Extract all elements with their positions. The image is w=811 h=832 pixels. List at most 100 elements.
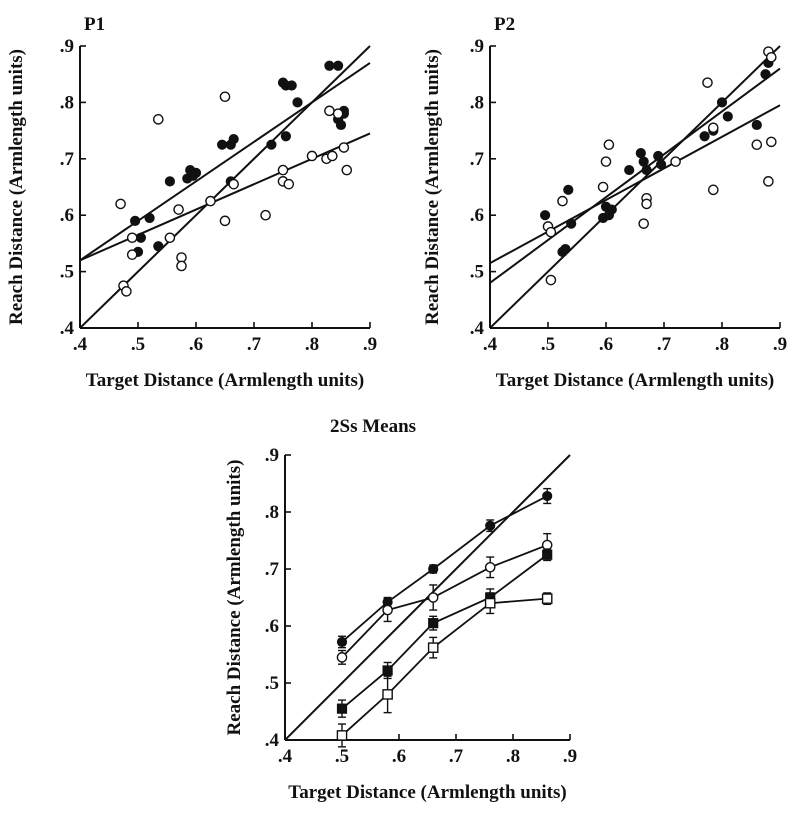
data-point xyxy=(603,139,615,150)
x-tick-label: .5 xyxy=(335,746,349,767)
chart-title: 2Ss Means xyxy=(330,416,416,437)
y-tick-label: .9 xyxy=(60,36,74,57)
data-point xyxy=(540,210,551,221)
y-tick-label: .4 xyxy=(470,318,485,339)
data-point xyxy=(708,184,719,196)
data-point xyxy=(563,184,574,195)
y-tick-label: .7 xyxy=(265,559,280,580)
x-tick-label: .6 xyxy=(599,334,613,355)
identity-line xyxy=(285,454,571,740)
x-tick-label: .7 xyxy=(247,334,262,355)
data-point xyxy=(382,689,393,700)
data-point xyxy=(635,148,646,159)
data-point xyxy=(708,122,719,134)
y-axis-label: Reach Distance (Armlength units) xyxy=(224,459,245,735)
data-point xyxy=(751,119,762,131)
series-open-square xyxy=(336,592,553,748)
data-point xyxy=(190,167,202,178)
data-point xyxy=(336,703,348,714)
data-point xyxy=(699,131,710,142)
y-tick-label: .5 xyxy=(60,262,74,283)
x-tick-label: .4 xyxy=(278,746,293,767)
identity-line xyxy=(80,45,371,328)
x-tick-label: .7 xyxy=(657,334,672,355)
data-point xyxy=(219,215,231,227)
data-point xyxy=(152,114,164,125)
y-tick-label: .6 xyxy=(60,205,74,226)
x-tick-label: .5 xyxy=(131,334,145,355)
y-tick-label: .8 xyxy=(470,92,484,113)
chart-p2: .4 .5 .6 .7 .8 .9 .4 .5 .6 .7 .8 .9 P2 Target Distanc… xyxy=(422,14,787,391)
data-point xyxy=(135,232,146,243)
data-point xyxy=(173,204,184,215)
y-tick-label: .6 xyxy=(265,616,279,637)
data-point xyxy=(280,131,291,142)
data-point xyxy=(217,139,228,150)
data-point xyxy=(277,164,289,176)
data-point xyxy=(164,176,175,187)
data-point xyxy=(228,133,239,145)
y-tick-label: .5 xyxy=(470,262,484,283)
data-point xyxy=(286,80,297,91)
y-tick-label: .8 xyxy=(60,92,74,113)
data-point xyxy=(542,549,553,560)
series-line xyxy=(341,495,548,643)
data-point xyxy=(130,215,141,226)
data-point xyxy=(653,150,664,162)
x-axis-label: Target Distance (Armlength units) xyxy=(496,370,774,391)
data-point xyxy=(766,136,777,148)
data-point xyxy=(566,218,577,229)
data-point xyxy=(428,618,439,629)
data-point xyxy=(751,139,763,150)
x-axis-label: Target Distance (Armlength units) xyxy=(86,370,364,391)
data-point xyxy=(336,730,348,741)
data-point xyxy=(324,105,335,117)
data-point xyxy=(541,593,553,604)
data-point xyxy=(427,592,439,603)
y-tick-label: .9 xyxy=(470,36,484,57)
y-tick-label: .5 xyxy=(265,673,279,694)
data-point xyxy=(638,218,650,229)
x-tick-label: .4 xyxy=(483,334,498,355)
regression-line xyxy=(490,104,781,265)
y-tick-label: .7 xyxy=(470,149,485,170)
data-point xyxy=(716,97,728,108)
data-point xyxy=(702,77,713,88)
data-point xyxy=(338,142,350,153)
data-point xyxy=(336,652,348,663)
data-point xyxy=(484,561,496,573)
data-point xyxy=(335,119,347,131)
data-point xyxy=(219,91,231,103)
regression-line xyxy=(80,132,371,262)
y-tick-label: .9 xyxy=(265,445,279,466)
data-point xyxy=(484,597,496,609)
data-point xyxy=(641,198,652,210)
data-point xyxy=(176,260,187,272)
x-axis-label: Target Distance (Armlength units) xyxy=(288,782,566,803)
data-point xyxy=(332,108,344,119)
x-tick-label: .5 xyxy=(541,334,555,355)
data-point xyxy=(670,156,681,167)
data-point xyxy=(336,636,348,648)
data-point xyxy=(382,665,393,676)
chart-title: P1 xyxy=(84,14,105,35)
data-point xyxy=(541,539,553,551)
x-tick-label: .8 xyxy=(715,334,729,355)
chart-means: .4 .5 .6 .7 .8 .9 .4 .5 .6 .7 .8 .9 2Ss Means Target … xyxy=(224,416,577,803)
data-point xyxy=(306,150,318,162)
data-point xyxy=(292,97,303,108)
data-point xyxy=(228,178,239,190)
data-point xyxy=(283,178,295,190)
y-tick-label: .4 xyxy=(265,730,280,751)
series-open-circle xyxy=(336,532,553,665)
data-point xyxy=(766,51,777,63)
y-tick-label: .4 xyxy=(60,318,75,339)
data-point xyxy=(638,156,649,167)
y-tick-label: .7 xyxy=(60,149,75,170)
x-tick-label: .6 xyxy=(392,746,406,767)
data-point xyxy=(542,490,553,502)
data-point xyxy=(205,195,216,207)
data-point xyxy=(606,204,617,215)
data-point xyxy=(560,243,571,255)
data-point xyxy=(333,60,344,71)
